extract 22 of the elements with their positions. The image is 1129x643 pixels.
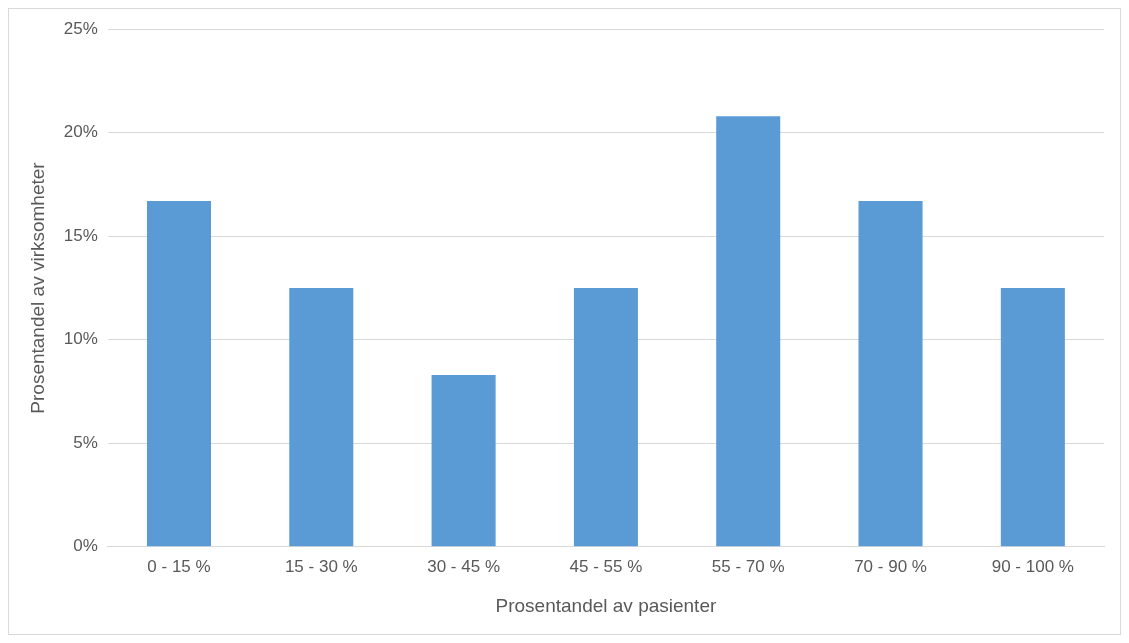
bar bbox=[1000, 288, 1065, 547]
x-tick-label: 0 - 15 % bbox=[147, 556, 211, 576]
x-tick-label: 90 - 100 % bbox=[991, 556, 1074, 576]
bar bbox=[573, 288, 638, 547]
y-axis-title: Prosentandel av virksomheter bbox=[26, 161, 48, 414]
bar bbox=[146, 201, 211, 547]
y-tick-label: 10% bbox=[63, 329, 98, 349]
bar bbox=[858, 201, 923, 547]
y-tick-label: 25% bbox=[63, 18, 98, 38]
bar bbox=[431, 374, 496, 547]
x-tick-label: 45 - 55 % bbox=[569, 556, 643, 576]
x-tick-label: 70 - 90 % bbox=[854, 556, 927, 576]
y-tick-label: 15% bbox=[63, 225, 98, 245]
x-axis-title: Prosentandel av pasienter bbox=[495, 594, 717, 616]
bar bbox=[716, 116, 781, 547]
y-tick-label: 20% bbox=[63, 122, 98, 142]
x-tick-label: 30 - 45 % bbox=[427, 556, 500, 576]
y-tick-label: 5% bbox=[73, 432, 98, 452]
x-tick-label: 15 - 30 % bbox=[284, 556, 358, 576]
bar bbox=[289, 288, 354, 547]
x-tick-label: 55 - 70 % bbox=[711, 556, 785, 576]
y-tick-label: 0% bbox=[73, 536, 98, 556]
